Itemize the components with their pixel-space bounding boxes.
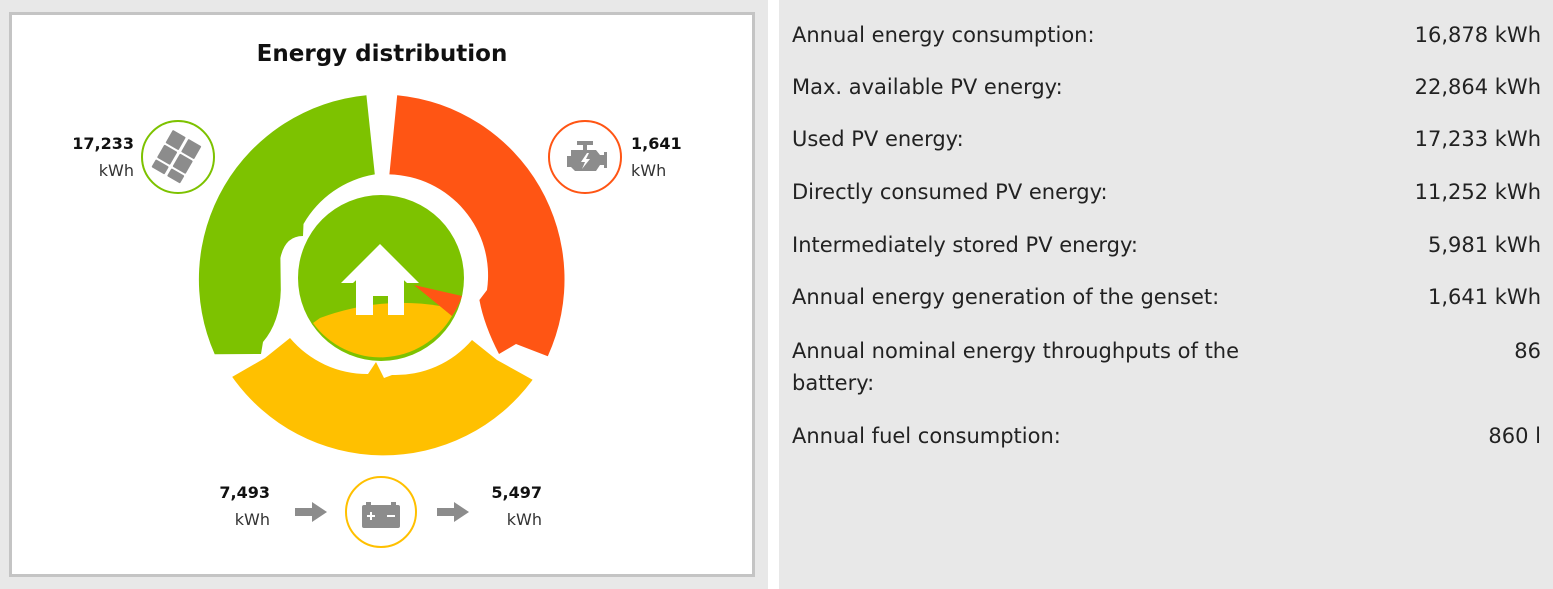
genset-engine-icon — [548, 120, 622, 194]
chart-title: Energy distribution — [256, 41, 508, 67]
battery-in-unit: kWh — [234, 510, 270, 529]
battery-out-unit: kWh — [506, 510, 542, 529]
energy-distribution-panel: Energy distribution 17,233 kWh — [0, 0, 768, 589]
stat-label: Used PV energy: — [792, 127, 964, 151]
arrow-right-icon — [437, 502, 469, 522]
stat-label: Annual fuel consumption: — [792, 424, 1061, 448]
genset-inner-segment — [414, 285, 462, 316]
stat-row: Annual energy consumption: 16,878 kWh — [792, 19, 1541, 51]
stat-value: 16,878 kWh — [1414, 23, 1541, 47]
pv-unit: kWh — [98, 161, 134, 180]
stat-value: 860 l — [1488, 424, 1541, 448]
solar-panel-icon — [141, 120, 215, 194]
pv-ring-segment — [198, 95, 375, 355]
battery-ring-segment — [232, 338, 533, 456]
stat-row: Max. available PV energy: 22,864 kWh — [792, 71, 1541, 103]
genset-value: 1,641 — [631, 134, 682, 153]
battery-icon — [345, 476, 417, 548]
stat-value: 17,233 kWh — [1414, 127, 1541, 151]
stat-row: Annual nominal energy throughputs of the… — [792, 335, 1541, 399]
stat-label: Max. available PV energy: — [792, 75, 1063, 99]
energy-donut-chart — [198, 95, 565, 456]
genset-unit: kWh — [631, 161, 667, 180]
genset-value-block: 1,641 kWh — [631, 130, 721, 184]
pv-value-block: 17,233 kWh — [40, 130, 134, 184]
stat-value: 5,981 kWh — [1427, 233, 1541, 257]
energy-statistics-panel: Annual energy consumption: 16,878 kWh Ma… — [779, 0, 1553, 589]
battery-in-value-block: 7,493 kWh — [190, 479, 270, 533]
stat-label: Intermediately stored PV energy: — [792, 233, 1138, 257]
stat-value: 86 — [1514, 339, 1541, 363]
stat-value: 1,641 kWh — [1427, 285, 1541, 309]
house-icon — [341, 244, 419, 315]
stat-row: Used PV energy: 17,233 kWh — [792, 123, 1541, 155]
battery-out-value-block: 5,497 kWh — [470, 479, 542, 533]
stat-value: 22,864 kWh — [1414, 75, 1541, 99]
panel-divider — [768, 0, 779, 589]
battery-out-value: 5,497 — [491, 483, 542, 502]
stat-row: Intermediately stored PV energy: 5,981 k… — [792, 229, 1541, 261]
stat-label: Annual energy consumption: — [792, 23, 1095, 47]
stat-label: Directly consumed PV energy: — [792, 180, 1108, 204]
stat-row: Directly consumed PV energy: 11,252 kWh — [792, 176, 1541, 208]
stat-label: Annual nominal energy throughputs of the… — [792, 339, 1240, 395]
battery-inner-segment — [313, 302, 452, 358]
arrow-right-icon — [295, 502, 327, 522]
stat-row: Annual fuel consumption: 860 l — [792, 420, 1541, 452]
pv-value: 17,233 — [72, 134, 134, 153]
battery-in-value: 7,493 — [219, 483, 270, 502]
stat-row: Annual energy generation of the genset: … — [792, 281, 1541, 313]
stat-label: Annual energy generation of the genset: — [792, 285, 1220, 309]
stat-value: 11,252 kWh — [1414, 180, 1541, 204]
genset-ring-segment — [389, 95, 565, 357]
